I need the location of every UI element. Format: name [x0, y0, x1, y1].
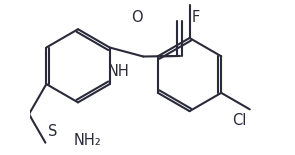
Text: F: F [192, 10, 200, 25]
Text: S: S [48, 124, 58, 139]
Text: NH₂: NH₂ [73, 133, 101, 148]
Text: NH: NH [107, 64, 129, 79]
Text: O: O [132, 10, 143, 25]
Text: Cl: Cl [232, 113, 247, 128]
